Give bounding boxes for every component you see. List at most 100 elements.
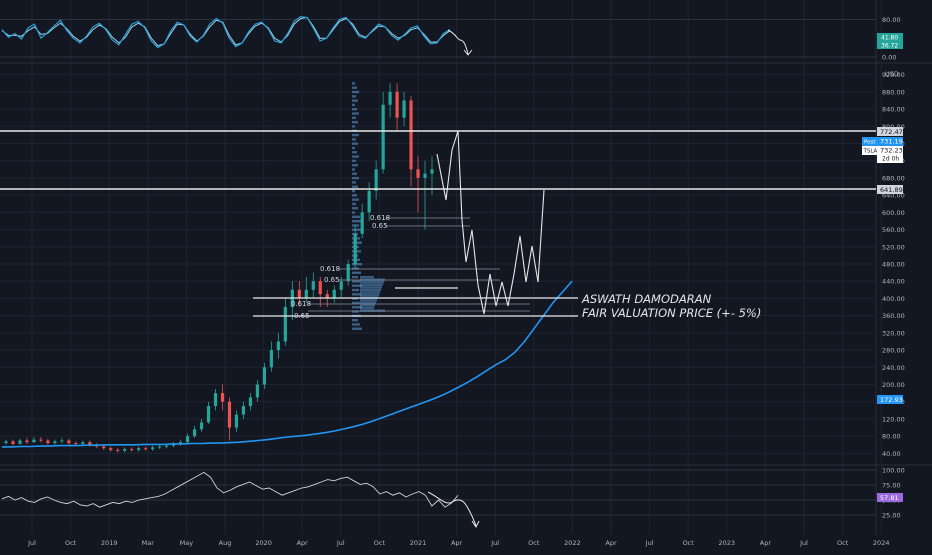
candle-body xyxy=(353,233,357,264)
candle-body xyxy=(262,367,266,385)
price-projection-path[interactable] xyxy=(436,130,545,315)
moving-average-line xyxy=(2,280,573,448)
price-tick-label: 280.00 xyxy=(882,347,905,355)
stoch-d-line xyxy=(1,16,451,47)
volume-profile-bar xyxy=(352,108,357,111)
volume-profile-bar xyxy=(352,116,356,120)
candle-body xyxy=(158,446,162,448)
volume-profile-bar xyxy=(352,194,357,197)
price-tick-label: 200.00 xyxy=(882,381,905,389)
candle-body xyxy=(374,169,378,191)
volume-profile-bar xyxy=(352,159,356,163)
time-axis-label: 2022 xyxy=(564,539,581,547)
volume-profile-bar xyxy=(352,90,359,94)
post-tag-label: Post xyxy=(864,140,876,146)
price-tick-label: 320.00 xyxy=(882,329,905,337)
candle-body xyxy=(46,440,50,444)
time-axis-label: May xyxy=(180,539,194,547)
last-price-tag: 732.23 xyxy=(880,147,903,155)
candle-body xyxy=(178,442,183,444)
fib-b-65-label: 0.65 xyxy=(324,276,340,284)
price-tick-label: 520.00 xyxy=(882,243,905,251)
fib-b-618-label: 0.618 xyxy=(320,265,340,273)
volume-profile-bar xyxy=(360,301,376,305)
post-tag-bg xyxy=(862,137,877,146)
volume-profile-bar xyxy=(352,198,359,201)
candle-body xyxy=(395,91,399,118)
candle-body xyxy=(367,190,371,213)
volume-profile-bar xyxy=(352,284,362,287)
time-axis-label: Oct xyxy=(374,539,386,547)
candle-body xyxy=(423,173,427,178)
upper-level-tag: 772.47 xyxy=(880,128,903,136)
price-tick-label: 800.00 xyxy=(882,123,905,131)
time-axis-label: Oct xyxy=(65,539,77,547)
annotation-line-2: FAIR VALUATION PRICE (+- 5%) xyxy=(582,306,761,320)
time-axis-label: Jul xyxy=(27,539,36,547)
candle-body xyxy=(144,448,148,450)
candle-body xyxy=(81,442,85,444)
time-axis-label: Aug xyxy=(219,539,232,547)
volume-profile-bar xyxy=(352,120,358,124)
volume-profile-bar xyxy=(352,151,357,154)
candle-body xyxy=(381,104,385,170)
stochastic-series xyxy=(1,15,451,49)
candle-body xyxy=(276,341,280,351)
time-axis-label: 2020 xyxy=(255,539,272,547)
candle-body xyxy=(130,449,134,451)
volume-profile-bar xyxy=(352,146,355,150)
stoch-down-arrow-icon xyxy=(447,29,473,56)
fib-retracement-lines xyxy=(308,217,530,312)
candle-body xyxy=(53,441,57,444)
price-tick-label: 920.00 xyxy=(882,71,905,79)
volume-profile-bar xyxy=(352,164,358,167)
time-axis-label: Apr xyxy=(297,539,309,547)
volume-profile-bar xyxy=(352,306,362,309)
time-axis[interactable]: Jul Oct 2019 Mar May Aug 2020 Apr Jul Oct 2021 Apr J… xyxy=(27,539,889,547)
volume-profile-bar xyxy=(352,99,358,102)
lower-level-tag: 641.89 xyxy=(880,186,903,194)
candle-body xyxy=(116,449,120,451)
volume-profile-bar xyxy=(360,304,375,307)
rsi-down-arrow-icon xyxy=(427,491,480,528)
volume-profile-bar xyxy=(352,280,360,283)
candle-body xyxy=(388,91,392,105)
volume-profile-bar xyxy=(352,172,357,176)
last-price-tag-bg xyxy=(877,146,903,163)
rsi-tick-label: 100.00 xyxy=(882,467,905,475)
volume-profile-bar xyxy=(352,207,358,210)
candle-body xyxy=(109,448,113,450)
candle-body xyxy=(74,443,78,445)
price-tick-label: 80.00 xyxy=(882,433,901,441)
candle-body xyxy=(11,441,15,444)
candle-body xyxy=(199,422,204,430)
candle-body xyxy=(409,100,413,170)
candle-body xyxy=(206,406,211,423)
candle-body xyxy=(332,289,336,299)
volume-profile-bar xyxy=(352,112,359,115)
volume-profile-bar xyxy=(352,142,358,145)
time-axis-label: Apr xyxy=(605,539,617,547)
time-axis-label: 2021 xyxy=(410,539,427,547)
candle-body xyxy=(102,446,106,449)
candle-body xyxy=(360,212,364,234)
volume-profile-bar xyxy=(360,283,383,287)
rsi-value-tag-bg xyxy=(877,493,903,502)
time-axis-label: Oct xyxy=(528,539,540,547)
price-tick-label: 40.00 xyxy=(882,450,901,458)
stoch-k-tag-bg xyxy=(877,33,903,41)
candle-body xyxy=(346,264,350,282)
candle-body xyxy=(283,307,287,342)
volume-profile-bar xyxy=(360,286,382,289)
volume-profile-bar xyxy=(352,133,359,137)
volume-profile-bar xyxy=(352,138,356,141)
candle-body xyxy=(137,448,141,450)
volume-profile-bar xyxy=(352,327,362,330)
candle-body xyxy=(269,350,273,368)
volume-profile-bar xyxy=(352,95,356,98)
volume-profile-bar xyxy=(352,82,355,85)
ma-value-tag: 172.93 xyxy=(880,396,903,404)
lower-level-tag-bg xyxy=(877,185,903,194)
ticker-tag: TSLA xyxy=(863,149,878,155)
